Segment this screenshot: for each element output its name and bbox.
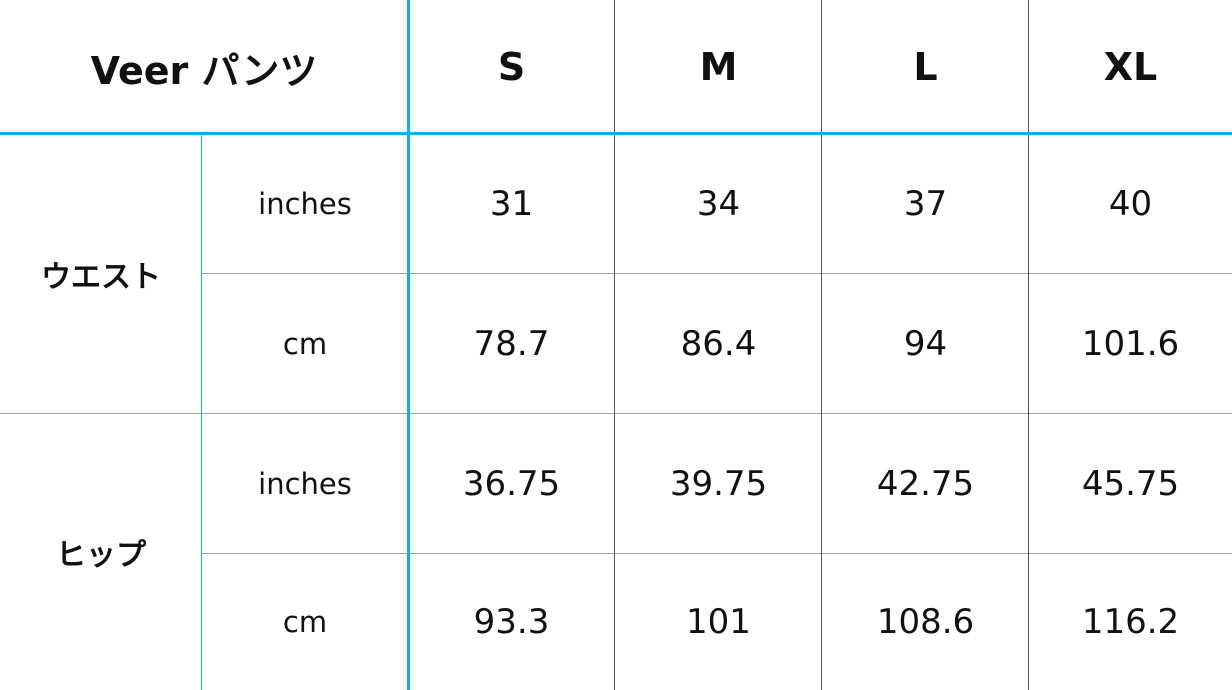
- value-cell: 40: [1108, 184, 1153, 224]
- value-cell: 36.75: [462, 464, 561, 504]
- group-label: ヒップ: [56, 538, 146, 573]
- size-header-m: M: [699, 45, 738, 89]
- group-label: ウエスト: [41, 260, 161, 295]
- column-divider: [614, 0, 615, 690]
- column-divider: [1028, 0, 1029, 690]
- value-cell: 94: [903, 324, 948, 364]
- value-cell: 42.75: [876, 464, 975, 504]
- unit-label: cm: [282, 605, 328, 639]
- value-cell: 93.3: [473, 602, 550, 642]
- value-cell: 108.6: [876, 602, 975, 642]
- header-row-divider: [0, 132, 1232, 135]
- value-cell: 101.6: [1081, 324, 1180, 364]
- value-cell: 39.75: [669, 464, 768, 504]
- column-divider: [201, 134, 202, 690]
- unit-label: inches: [258, 467, 352, 501]
- row-divider: [202, 553, 1232, 554]
- unit-label: inches: [258, 187, 352, 221]
- size-header-l: L: [913, 45, 938, 89]
- value-cell: 116.2: [1081, 602, 1180, 642]
- table-title: Veer パンツ: [90, 48, 318, 93]
- value-cell: 45.75: [1081, 464, 1180, 504]
- size-header-s: S: [497, 45, 526, 89]
- value-cell: 34: [696, 184, 741, 224]
- value-cell: 31: [489, 184, 534, 224]
- header-column-divider: [407, 0, 410, 690]
- value-cell: 86.4: [680, 324, 757, 364]
- value-cell: 78.7: [473, 324, 550, 364]
- row-divider: [202, 273, 1232, 274]
- row-divider: [0, 413, 1232, 414]
- value-cell: 37: [903, 184, 948, 224]
- size-header-xl: XL: [1103, 45, 1158, 89]
- value-cell: 101: [686, 602, 751, 642]
- column-divider: [821, 0, 822, 690]
- unit-label: cm: [282, 327, 328, 361]
